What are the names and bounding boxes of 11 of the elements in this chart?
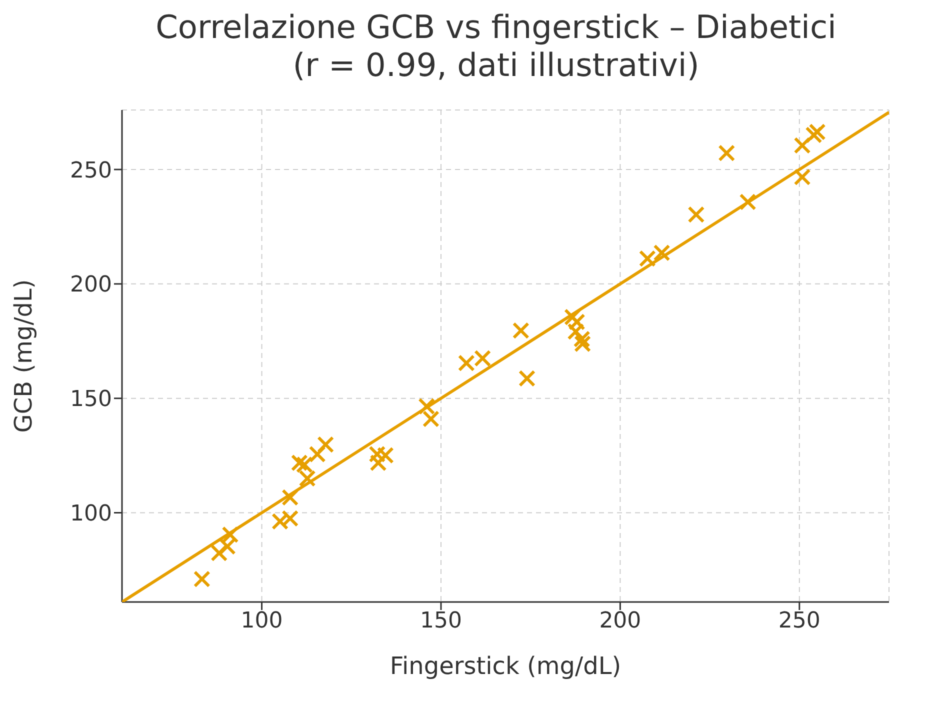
- x-tick-label: 150: [420, 608, 462, 634]
- x-tick-label: 100: [240, 608, 283, 634]
- y-tick-label: 100: [70, 502, 112, 527]
- y-tick-label: 150: [70, 387, 112, 412]
- y-tick-label: 200: [70, 272, 112, 298]
- y-tick-label: 250: [70, 158, 112, 184]
- x-axis-title: Fingerstick (mg/dL): [390, 652, 622, 680]
- x-tick-label: 200: [599, 608, 642, 634]
- y-axis-title: GCB (mg/dL): [10, 279, 38, 433]
- x-tick-label: 250: [778, 608, 820, 634]
- chart-title: Correlazione GCB vs fingerstick – Diabetici (r = 0.99, dati illustrativi): [154, 8, 838, 84]
